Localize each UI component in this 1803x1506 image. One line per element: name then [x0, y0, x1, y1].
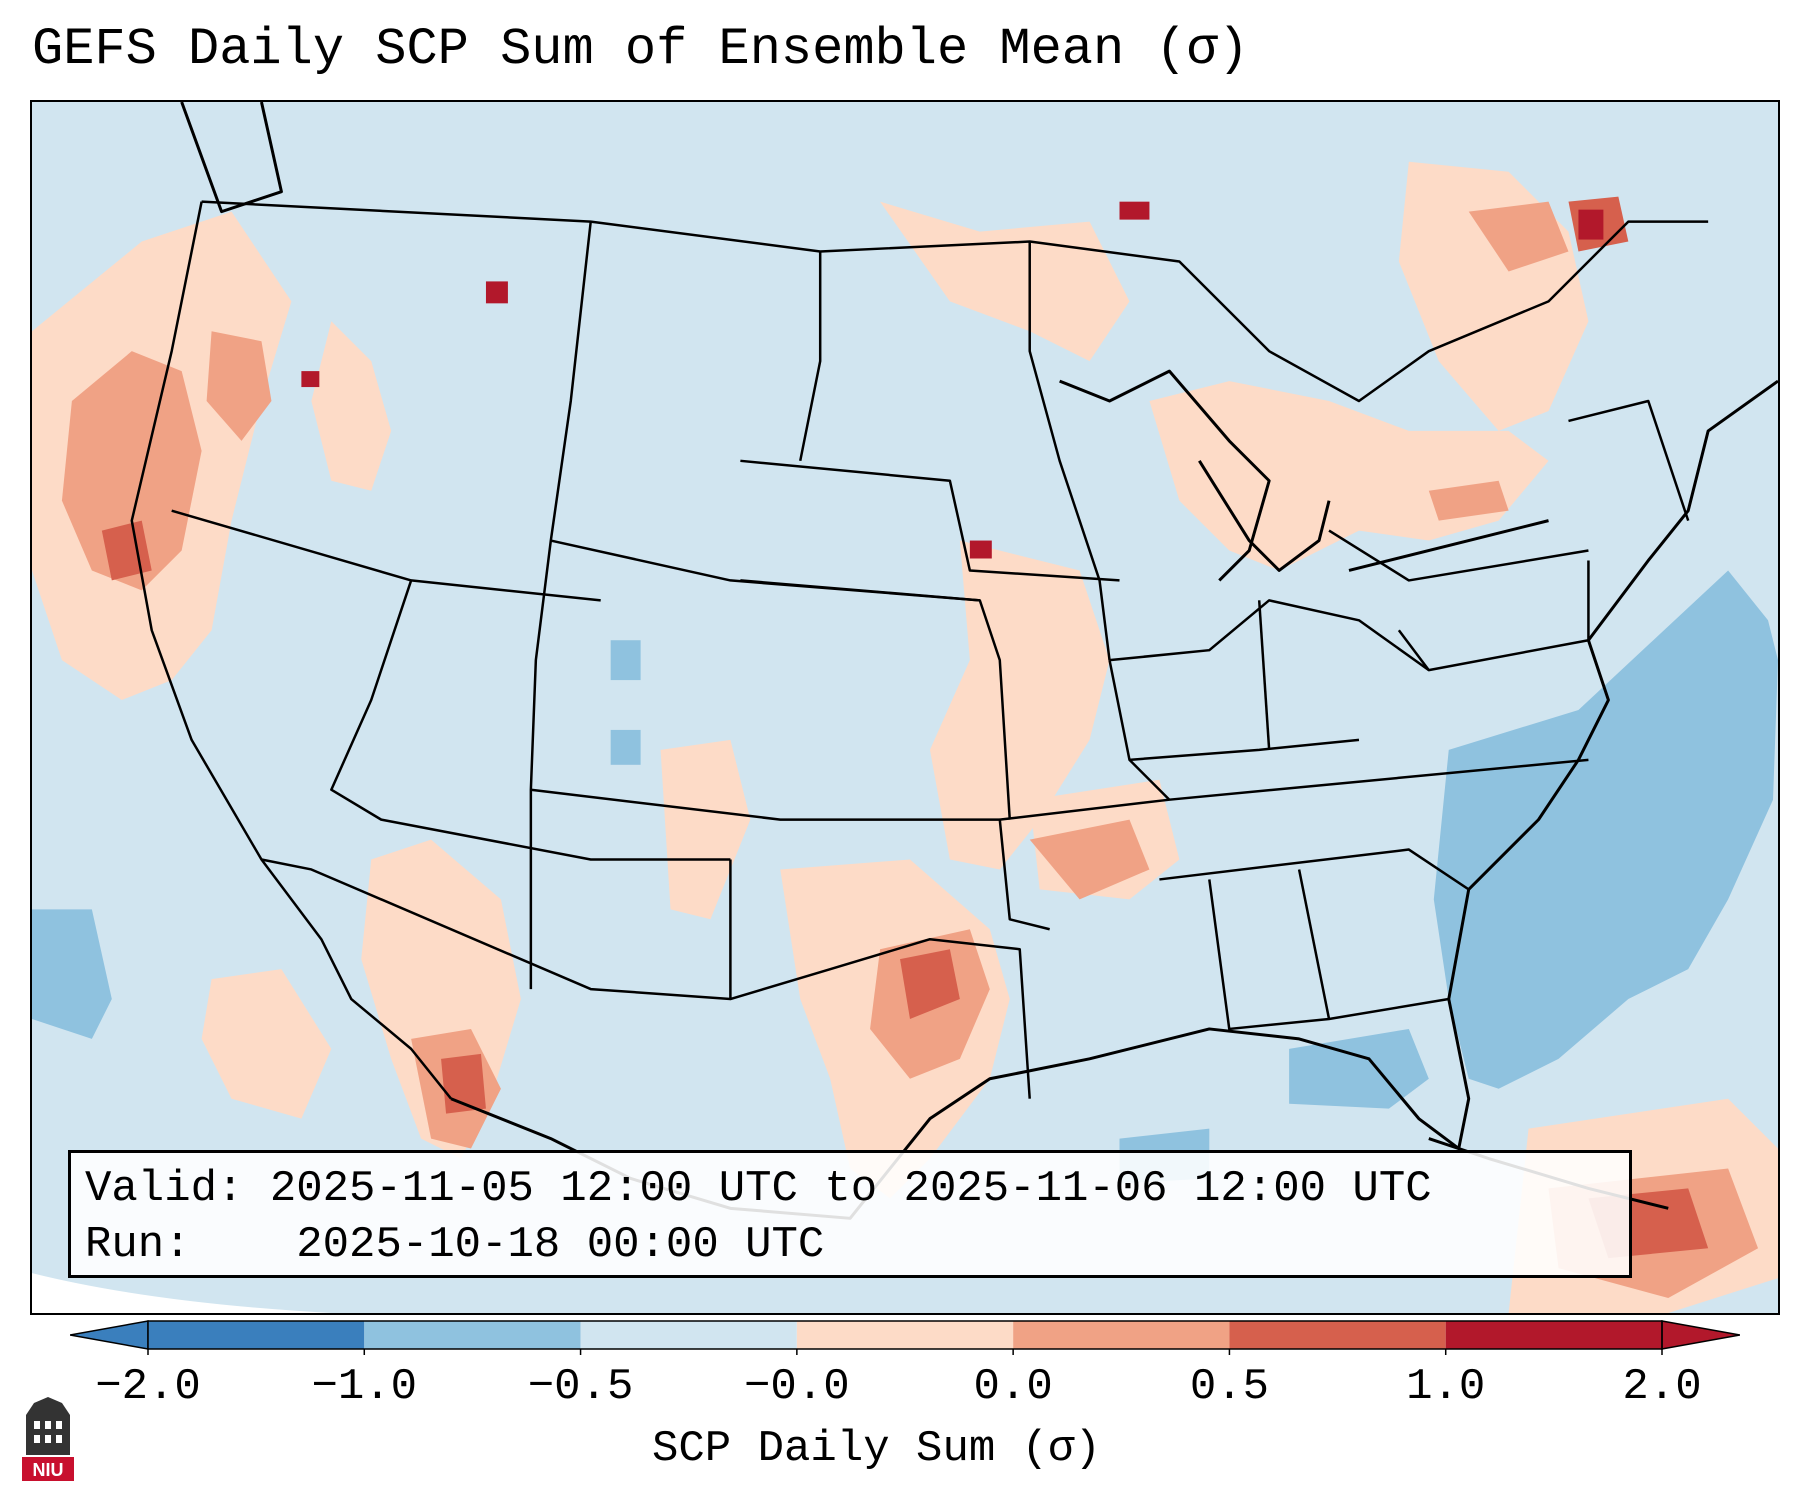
colorbar-tick-label: −0.0	[744, 1362, 850, 1412]
colorbar-segment	[364, 1321, 581, 1349]
logo-text: NIU	[33, 1460, 64, 1480]
logo-band	[22, 1457, 74, 1481]
colorbar-tick-label: −2.0	[95, 1362, 201, 1412]
colorbar-tick-label: −0.5	[527, 1362, 634, 1412]
negative-anomaly-shading	[32, 570, 1778, 1184]
colorbar-tick-label: 0.0	[973, 1362, 1053, 1412]
niu-logo: NIU	[22, 1397, 74, 1481]
map-corner-bottom-left	[32, 1273, 332, 1313]
colorbar-extend-max	[1661, 1320, 1740, 1350]
colorbar-tick-label: 0.5	[1189, 1362, 1270, 1412]
colorbar-outline	[147, 1320, 1663, 1350]
colorbar-extend-min	[70, 1320, 149, 1350]
state-boundaries	[130, 200, 1709, 1100]
valid-row: Valid: 2025-11-05 12:00 UTC to 2025-11-0…	[85, 1161, 1615, 1217]
map-panel	[30, 100, 1780, 1315]
colorbar-segment	[1445, 1321, 1662, 1349]
colorbar-segment	[1229, 1321, 1446, 1349]
colorbar-segment	[148, 1321, 365, 1349]
colorbar	[70, 1320, 1740, 1355]
valid-value: 2025-11-05 12:00 UTC to 2025-11-06 12:00…	[269, 1164, 1432, 1214]
run-label: Run:	[85, 1220, 191, 1270]
colorbar-segment	[796, 1321, 1014, 1349]
map-canvas	[32, 102, 1778, 1313]
colorbar-tick-label: −1.0	[311, 1362, 418, 1412]
validity-info-box: Valid: 2025-11-05 12:00 UTC to 2025-11-0…	[68, 1150, 1632, 1278]
run-value: 2025-10-18 00:00 UTC	[296, 1220, 825, 1270]
colorbar-segment	[580, 1321, 797, 1349]
chart-title: GEFS Daily SCP Sum of Ensemble Mean (σ)	[32, 20, 1249, 79]
logo-windows	[34, 1421, 62, 1443]
colorbar-label: SCP Daily Sum (σ)	[652, 1424, 1101, 1474]
run-row: Run: 2025-10-18 00:00 UTC	[85, 1217, 1615, 1273]
valid-label: Valid:	[85, 1164, 244, 1214]
colorbar-tick-label: 2.0	[1622, 1362, 1702, 1412]
colorbar-segment	[1013, 1321, 1230, 1349]
colorbar-tick-label: 1.0	[1406, 1362, 1486, 1412]
positive-anomaly-deep	[301, 201, 1604, 559]
